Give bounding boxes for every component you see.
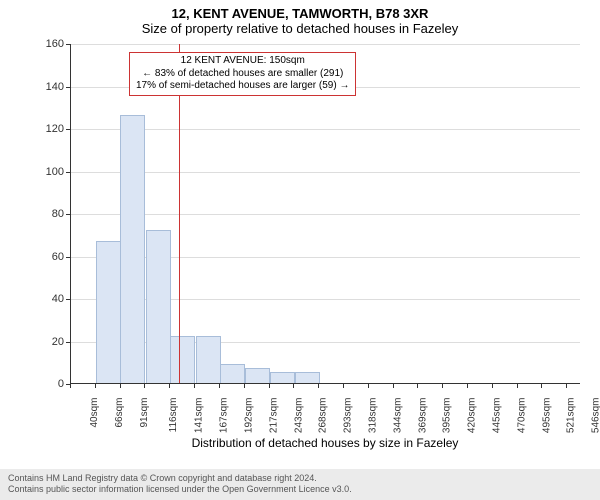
footer-line2: Contains public sector information licen… bbox=[8, 484, 592, 496]
x-tick-label: 243sqm bbox=[293, 398, 304, 434]
x-tick-mark bbox=[244, 384, 245, 388]
y-tick-label: 60 bbox=[52, 251, 64, 263]
x-tick-label: 293sqm bbox=[343, 398, 354, 434]
x-tick-mark bbox=[219, 384, 220, 388]
x-tick-label: 66sqm bbox=[114, 398, 125, 428]
histogram-bar bbox=[270, 372, 295, 383]
histogram-bar bbox=[245, 368, 270, 383]
x-tick-label: 470sqm bbox=[516, 398, 527, 434]
x-tick-label: 116sqm bbox=[168, 398, 179, 433]
x-tick-mark bbox=[566, 384, 567, 388]
x-tick-label: 495sqm bbox=[541, 398, 552, 434]
x-tick-label: 217sqm bbox=[268, 398, 279, 434]
x-tick-label: 268sqm bbox=[318, 398, 329, 434]
footer-line1: Contains HM Land Registry data © Crown c… bbox=[8, 473, 592, 485]
grid-line bbox=[71, 172, 580, 173]
x-tick-label: 141sqm bbox=[194, 398, 205, 434]
x-tick-mark bbox=[293, 384, 294, 388]
y-tick-label: 100 bbox=[46, 166, 64, 178]
y-tick-label: 40 bbox=[52, 293, 64, 305]
x-tick-label: 420sqm bbox=[467, 398, 478, 434]
x-tick-label: 369sqm bbox=[417, 398, 428, 434]
chart-container: Number of detached properties 0204060801… bbox=[28, 44, 586, 444]
y-tick-label: 20 bbox=[52, 336, 64, 348]
x-tick-label: 318sqm bbox=[368, 398, 379, 434]
annotation-line2: ← 83% of detached houses are smaller (29… bbox=[136, 68, 349, 81]
chart-title-block: 12, KENT AVENUE, TAMWORTH, B78 3XR Size … bbox=[0, 0, 600, 36]
x-tick-mark bbox=[492, 384, 493, 388]
x-tick-mark bbox=[318, 384, 319, 388]
chart-title-main: 12, KENT AVENUE, TAMWORTH, B78 3XR bbox=[0, 6, 600, 21]
x-tick-mark bbox=[442, 384, 443, 388]
x-tick-mark bbox=[194, 384, 195, 388]
x-tick-label: 521sqm bbox=[566, 398, 577, 434]
histogram-bar bbox=[295, 372, 320, 383]
x-tick-mark bbox=[144, 384, 145, 388]
grid-line bbox=[71, 129, 580, 130]
x-tick-label: 91sqm bbox=[139, 398, 150, 428]
x-tick-label: 40sqm bbox=[89, 398, 100, 428]
x-tick-mark bbox=[517, 384, 518, 388]
chart-title-sub: Size of property relative to detached ho… bbox=[0, 21, 600, 36]
x-axis-label: Distribution of detached houses by size … bbox=[70, 436, 580, 450]
histogram-bar bbox=[196, 336, 221, 383]
x-tick-mark bbox=[343, 384, 344, 388]
footer-attribution: Contains HM Land Registry data © Crown c… bbox=[0, 469, 600, 500]
annotation-box: 12 KENT AVENUE: 150sqm ← 83% of detached… bbox=[129, 52, 356, 96]
histogram-bar bbox=[146, 230, 171, 383]
annotation-line3: 17% of semi-detached houses are larger (… bbox=[136, 80, 349, 93]
x-tick-mark bbox=[70, 384, 71, 388]
x-tick-label: 344sqm bbox=[392, 398, 403, 434]
histogram-bar bbox=[120, 115, 145, 383]
x-tick-mark bbox=[269, 384, 270, 388]
y-tick-label: 80 bbox=[52, 208, 64, 220]
y-tick-label: 120 bbox=[46, 123, 64, 135]
x-tick-mark bbox=[120, 384, 121, 388]
x-tick-label: 395sqm bbox=[442, 398, 453, 434]
x-tick-mark bbox=[368, 384, 369, 388]
x-tick-label: 192sqm bbox=[243, 398, 254, 434]
y-tick-label: 160 bbox=[46, 38, 64, 50]
x-tick-label: 167sqm bbox=[219, 398, 230, 434]
x-tick-mark bbox=[95, 384, 96, 388]
x-tick-label: 546sqm bbox=[591, 398, 600, 434]
grid-line bbox=[71, 44, 580, 45]
y-tick-label: 140 bbox=[46, 81, 64, 93]
x-tick-mark bbox=[417, 384, 418, 388]
x-tick-mark bbox=[169, 384, 170, 388]
histogram-bar bbox=[96, 241, 121, 383]
x-tick-mark bbox=[541, 384, 542, 388]
annotation-line1: 12 KENT AVENUE: 150sqm bbox=[136, 55, 349, 68]
x-tick-label: 445sqm bbox=[492, 398, 503, 434]
y-tick-label: 0 bbox=[58, 378, 64, 390]
grid-line bbox=[71, 214, 580, 215]
x-tick-mark bbox=[467, 384, 468, 388]
histogram-bar bbox=[220, 364, 245, 383]
plot-area: 12 KENT AVENUE: 150sqm ← 83% of detached… bbox=[70, 44, 580, 384]
x-tick-mark bbox=[393, 384, 394, 388]
histogram-bar bbox=[170, 336, 195, 383]
